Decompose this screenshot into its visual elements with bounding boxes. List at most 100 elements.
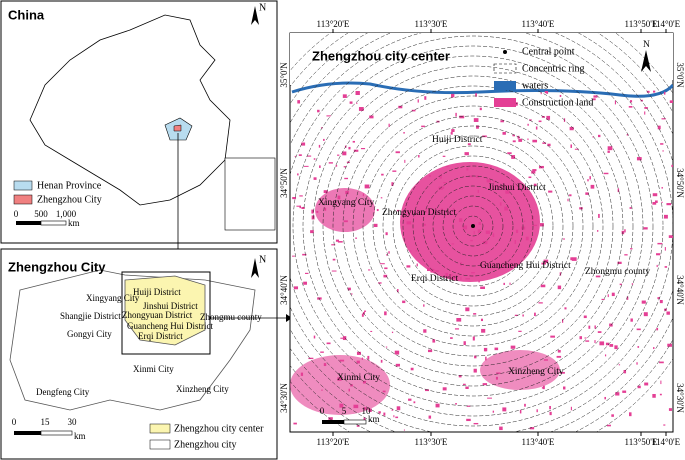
construction-land bbox=[657, 242, 663, 245]
construction-land bbox=[592, 98, 596, 101]
construction-land bbox=[460, 276, 462, 281]
construction-land bbox=[663, 214, 668, 219]
legend-swatch bbox=[13, 194, 33, 205]
concentric-ring bbox=[452, 205, 494, 247]
construction-land bbox=[549, 405, 551, 410]
construction-land bbox=[666, 203, 672, 206]
construction-land bbox=[301, 206, 305, 210]
construction-land bbox=[531, 170, 536, 174]
construction-land bbox=[514, 314, 518, 316]
construction-land bbox=[646, 90, 650, 93]
construction-land bbox=[569, 194, 572, 197]
construction-land bbox=[495, 376, 498, 380]
construction-land bbox=[384, 267, 388, 270]
construction-land bbox=[630, 248, 633, 250]
construction-land bbox=[618, 364, 621, 366]
construction-land bbox=[485, 356, 487, 361]
construction-land bbox=[328, 417, 333, 420]
north-label: N bbox=[259, 254, 266, 265]
construction-land bbox=[509, 282, 511, 285]
construction-land bbox=[622, 390, 627, 393]
central-point bbox=[471, 224, 475, 228]
district-label: Guancheng Hui District bbox=[480, 261, 571, 271]
construction-land bbox=[427, 267, 431, 272]
construction-land bbox=[644, 107, 648, 109]
construction-land bbox=[492, 233, 495, 238]
construction-land bbox=[599, 341, 605, 346]
construction-land bbox=[337, 195, 341, 200]
scale-bar bbox=[14, 431, 41, 435]
construction-land bbox=[609, 344, 614, 347]
scale-bar bbox=[40, 430, 73, 436]
construction-land bbox=[630, 318, 633, 322]
construction-land bbox=[583, 315, 587, 319]
construction-land bbox=[519, 409, 522, 414]
concentric-ring bbox=[322, 75, 624, 377]
scale-label: 10 bbox=[362, 406, 372, 416]
longitude-label: 114°0'E bbox=[652, 19, 681, 29]
construction-land bbox=[478, 222, 481, 225]
construction-land bbox=[564, 307, 567, 310]
construction-land bbox=[408, 398, 412, 401]
legend-label: Zhengzhou city center bbox=[174, 423, 264, 434]
construction-land bbox=[323, 363, 327, 367]
construction-land bbox=[548, 190, 553, 193]
construction-land bbox=[523, 220, 526, 223]
construction-land bbox=[527, 138, 529, 141]
construction-land bbox=[507, 152, 512, 155]
construction-land bbox=[350, 384, 353, 387]
construction-land bbox=[468, 175, 473, 178]
construction-land bbox=[611, 292, 615, 297]
north-arrow bbox=[641, 50, 651, 72]
china-outline bbox=[29, 14, 231, 206]
construction-land bbox=[668, 235, 673, 238]
construction-land bbox=[358, 107, 364, 111]
construction-land bbox=[430, 268, 435, 273]
construction-land bbox=[466, 418, 471, 422]
construction-land bbox=[384, 311, 387, 316]
construction-land bbox=[671, 164, 673, 168]
construction-land bbox=[342, 94, 347, 98]
district-label: Dengfeng City bbox=[36, 387, 90, 397]
concentric-ring bbox=[422, 175, 524, 277]
district-label: Jinshui District bbox=[143, 301, 198, 311]
arrow-head bbox=[286, 314, 292, 322]
construction-land bbox=[666, 311, 670, 315]
construction-land bbox=[660, 143, 664, 145]
construction-land bbox=[522, 314, 524, 317]
north-label: N bbox=[643, 40, 650, 50]
construction-land bbox=[502, 265, 507, 268]
construction-land bbox=[451, 93, 455, 98]
concentric-ring bbox=[412, 165, 534, 287]
construction-land bbox=[486, 179, 492, 183]
latitude-label: 34°50'N bbox=[675, 168, 685, 198]
north-arrow bbox=[251, 6, 259, 25]
district-label: Guancheng Hui District bbox=[127, 321, 213, 331]
construction-land bbox=[380, 197, 383, 199]
latitude-label: 34°40'N bbox=[675, 275, 685, 305]
construction-land bbox=[570, 144, 573, 148]
construction-land bbox=[562, 238, 566, 240]
construction-land bbox=[293, 286, 299, 290]
construction-land bbox=[626, 133, 629, 136]
construction-land bbox=[323, 138, 325, 141]
construction-land bbox=[504, 206, 509, 211]
construction-land bbox=[438, 186, 443, 190]
construction-land bbox=[395, 151, 400, 154]
construction-land bbox=[361, 357, 363, 360]
construction-land bbox=[363, 407, 368, 410]
construction-land bbox=[435, 270, 439, 272]
construction-land bbox=[567, 198, 569, 202]
construction-land bbox=[334, 201, 337, 204]
construction-land bbox=[428, 415, 432, 419]
construction-land bbox=[559, 272, 562, 276]
construction-land bbox=[470, 239, 473, 242]
construction-land bbox=[370, 330, 373, 332]
construction-land bbox=[556, 355, 562, 358]
construction-land bbox=[396, 209, 400, 212]
construction-land bbox=[495, 184, 499, 187]
construction-land bbox=[547, 143, 551, 147]
construction-land bbox=[313, 177, 317, 180]
construction-land bbox=[644, 111, 646, 115]
